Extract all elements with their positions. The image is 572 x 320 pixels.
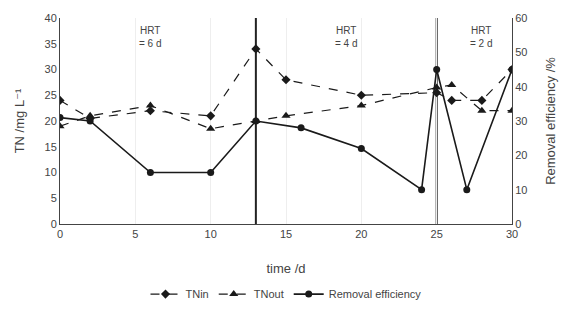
svg-text:Removal efficiency /%: Removal efficiency /% [543,57,558,185]
svg-text:time /d: time /d [266,261,305,276]
svg-text:TNout: TNout [254,288,284,300]
svg-text:15: 15 [280,228,292,240]
svg-text:35: 35 [45,38,57,50]
svg-text:0: 0 [51,218,57,230]
svg-text:40: 40 [515,81,527,93]
svg-text:20: 20 [355,228,367,240]
svg-text:0: 0 [57,228,63,240]
svg-text:20: 20 [45,115,57,127]
svg-text:10: 10 [45,166,57,178]
svg-text:10: 10 [515,184,527,196]
svg-text:25: 25 [45,89,57,101]
svg-text:HRT= 2 d: HRT= 2 d [470,25,493,49]
svg-text:40: 40 [45,12,57,24]
svg-text:Removal efficiency: Removal efficiency [329,288,422,300]
svg-text:10: 10 [205,228,217,240]
svg-text:60: 60 [515,12,527,24]
svg-text:30: 30 [515,115,527,127]
svg-text:30: 30 [45,63,57,75]
svg-text:50: 50 [515,46,527,58]
svg-text:15: 15 [45,141,57,153]
svg-text:30: 30 [506,228,518,240]
svg-text:25: 25 [431,228,443,240]
svg-text:HRT= 4 d: HRT= 4 d [335,25,358,49]
svg-text:TN /mg L⁻¹: TN /mg L⁻¹ [12,88,27,153]
svg-text:0: 0 [515,218,521,230]
svg-text:5: 5 [51,192,57,204]
svg-text:HRT= 6 d: HRT= 6 d [139,25,162,49]
svg-text:20: 20 [515,149,527,161]
svg-text:5: 5 [132,228,138,240]
svg-text:TNin: TNin [186,288,209,300]
